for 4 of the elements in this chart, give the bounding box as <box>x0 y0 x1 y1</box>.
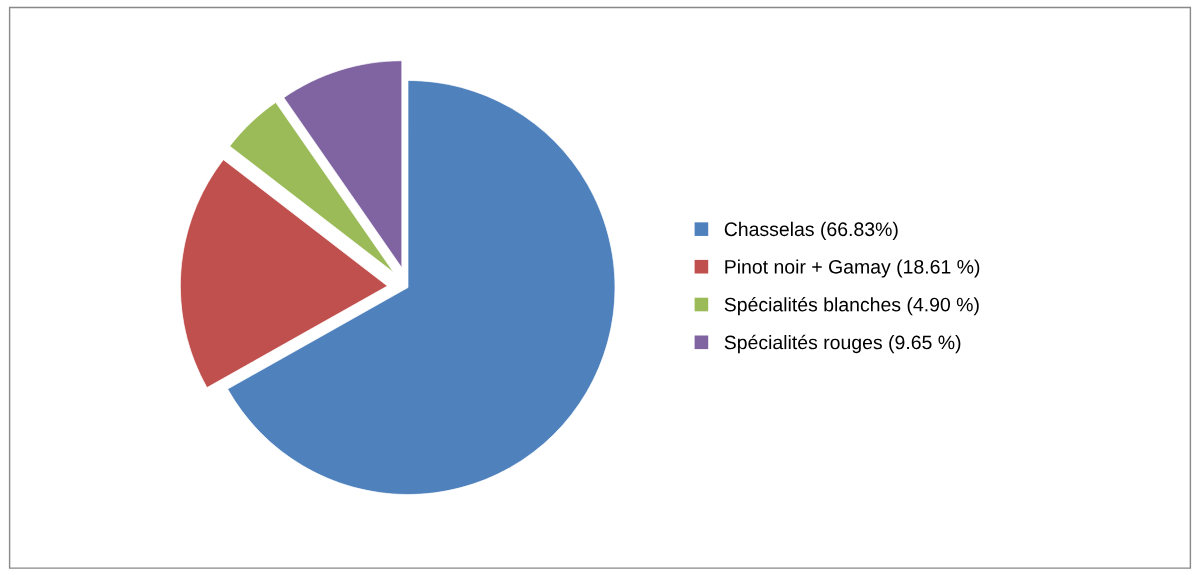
legend-label: Spécialités blanches (4.90 %) <box>724 296 979 316</box>
legend-label: Pinot noir + Gamay (18.61 %) <box>725 259 980 278</box>
legend-label: Spécialités rouges (9.65 %) <box>724 334 961 354</box>
legend-label: Chasselas (66.83%) <box>724 221 898 240</box>
